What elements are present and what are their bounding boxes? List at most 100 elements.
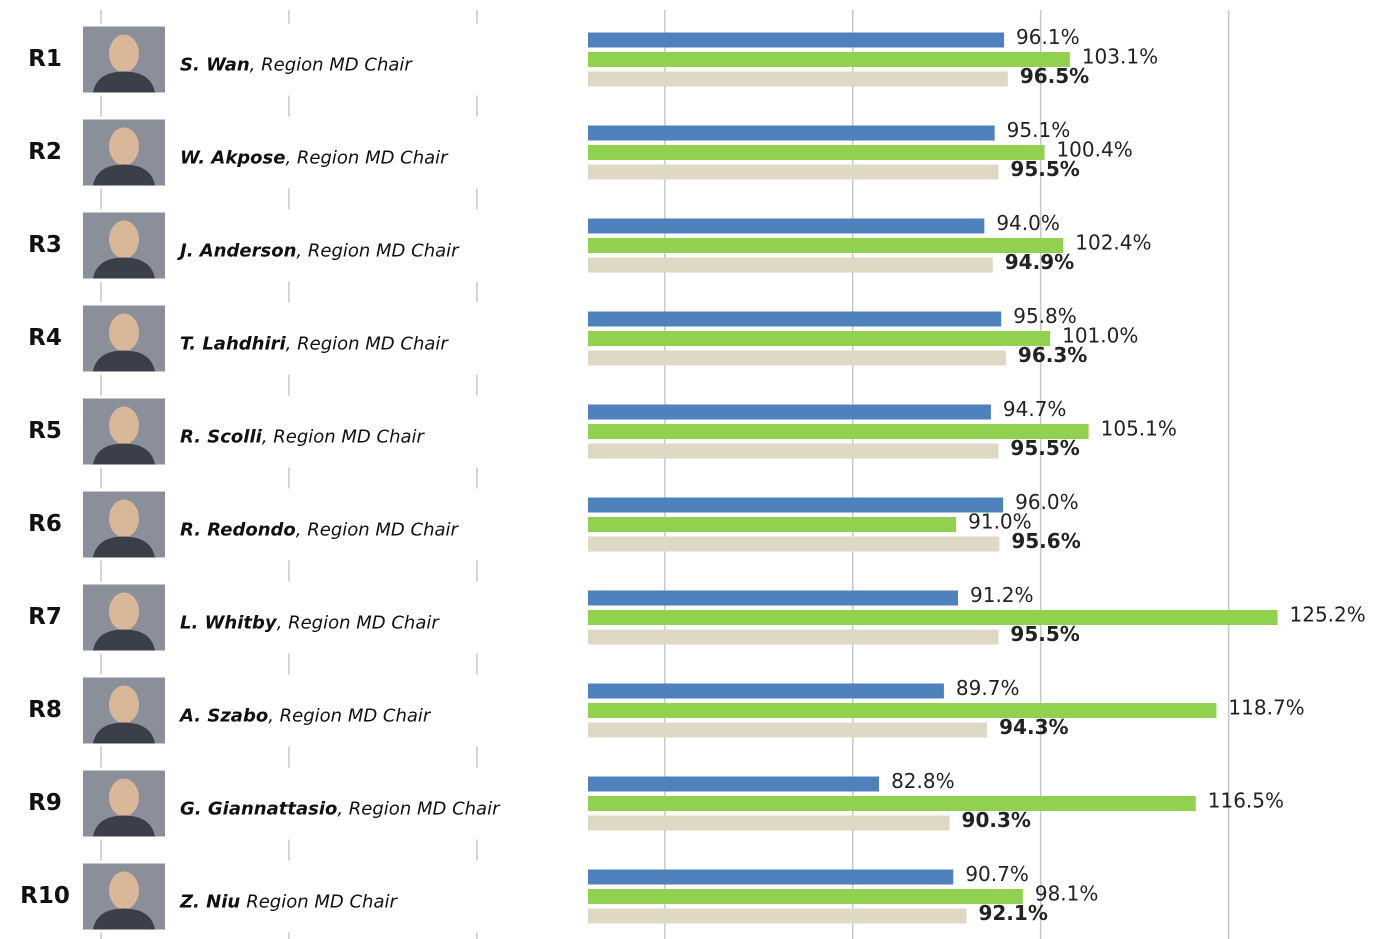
bar [588, 126, 995, 141]
value-label: 94.7% [1003, 397, 1067, 421]
value-label: 95.6% [1011, 529, 1080, 553]
photo [83, 771, 165, 837]
bar [588, 165, 998, 180]
bar [588, 796, 1196, 811]
person-role: , Region MD Chair [250, 55, 414, 76]
person-name: A. Szabo [178, 706, 268, 727]
bar [588, 72, 1008, 87]
bar [588, 870, 953, 885]
photo-head [109, 314, 139, 352]
region-label: R5 [28, 418, 62, 444]
person-role: , Region MD Chair [296, 241, 460, 262]
person-role: , Region MD Chair [285, 148, 449, 169]
value-label: 90.3% [962, 808, 1031, 832]
region-label: R7 [28, 604, 62, 630]
region-label: R4 [28, 325, 62, 351]
bar [588, 258, 993, 273]
value-label: 105.1% [1101, 417, 1177, 441]
value-label: 94.9% [1005, 250, 1074, 274]
photo [83, 120, 165, 186]
value-label: 92.1% [978, 901, 1047, 925]
bar [588, 498, 1003, 513]
person-name: Z. Niu [179, 892, 240, 913]
bar [588, 777, 879, 792]
bar [588, 537, 999, 552]
value-label: 125.2% [1290, 603, 1366, 627]
photo-head [109, 221, 139, 259]
person-label: L. Whitby, Region MD Chair [180, 613, 440, 634]
value-label: 95.5% [1010, 622, 1079, 646]
person-label: T. Lahdhiri, Region MD Chair [180, 334, 449, 355]
value-label: 82.8% [891, 769, 955, 793]
value-label: 95.5% [1010, 436, 1079, 460]
value-label: 118.7% [1228, 696, 1304, 720]
person-role: , Region MD Chair [286, 334, 450, 355]
person-name: R. Scolli [180, 427, 263, 448]
bar [588, 145, 1044, 160]
bar [588, 816, 950, 831]
value-label: 96.3% [1018, 343, 1087, 367]
person-label: W. Akpose, Region MD Chair [180, 148, 449, 169]
person-role: , Region MD Chair [262, 427, 426, 448]
person-label: G. Giannattasio, Region MD Chair [180, 799, 501, 820]
value-label: 91.2% [970, 583, 1034, 607]
photo [83, 678, 165, 744]
value-label: 90.7% [965, 862, 1029, 886]
photo-head [109, 35, 139, 73]
bar [588, 517, 956, 532]
bar [588, 889, 1023, 904]
bar [588, 630, 998, 645]
photo-head [109, 128, 139, 166]
value-label: 89.7% [956, 676, 1020, 700]
person-name: G. Giannattasio [180, 799, 337, 820]
person-name: W. Akpose [180, 148, 285, 169]
person-role: , Region MD Chair [277, 613, 441, 634]
region-label: R9 [28, 790, 62, 816]
bar [588, 591, 958, 606]
region-label: R1 [28, 46, 62, 72]
bar [588, 312, 1001, 327]
photo [83, 864, 165, 930]
photo-head [109, 872, 139, 910]
value-label: 94.0% [996, 211, 1060, 235]
bar [588, 219, 984, 234]
value-label: 96.1% [1016, 25, 1080, 49]
bar [588, 703, 1216, 718]
bar [588, 33, 1004, 48]
photo [83, 213, 165, 279]
bar [588, 331, 1050, 346]
person-name: R. Redondo [180, 520, 296, 541]
photo [83, 306, 165, 372]
person-label: R. Redondo, Region MD Chair [180, 520, 460, 541]
photo [83, 585, 165, 651]
region-label: R8 [28, 697, 62, 723]
photo [83, 399, 165, 465]
bar [588, 684, 944, 699]
photo-head [109, 779, 139, 817]
photo-head [109, 593, 139, 631]
bar [588, 351, 1006, 366]
person-label: A. Szabo, Region MD Chair [178, 706, 432, 727]
person-label: J. Anderson, Region MD Chair [177, 241, 460, 262]
bar [588, 405, 991, 420]
photo-head [109, 500, 139, 538]
bar [588, 909, 966, 924]
value-label: 95.5% [1010, 157, 1079, 181]
region-label: R10 [20, 883, 70, 909]
bar [588, 444, 998, 459]
person-label: R. Scolli, Region MD Chair [180, 427, 426, 448]
person-name: T. Lahdhiri [180, 334, 287, 355]
person-role: , Region MD Chair [268, 706, 432, 727]
value-label: 102.4% [1075, 231, 1151, 255]
person-role: , Region MD Chair [337, 799, 501, 820]
bar [588, 610, 1278, 625]
person-label: S. Wan, Region MD Chair [180, 55, 413, 76]
value-label: 96.5% [1020, 64, 1089, 88]
photo [83, 27, 165, 93]
value-label: 94.3% [999, 715, 1068, 739]
value-label: 103.1% [1082, 45, 1158, 69]
bar [588, 723, 987, 738]
photo-head [109, 407, 139, 445]
photo-head [109, 686, 139, 724]
